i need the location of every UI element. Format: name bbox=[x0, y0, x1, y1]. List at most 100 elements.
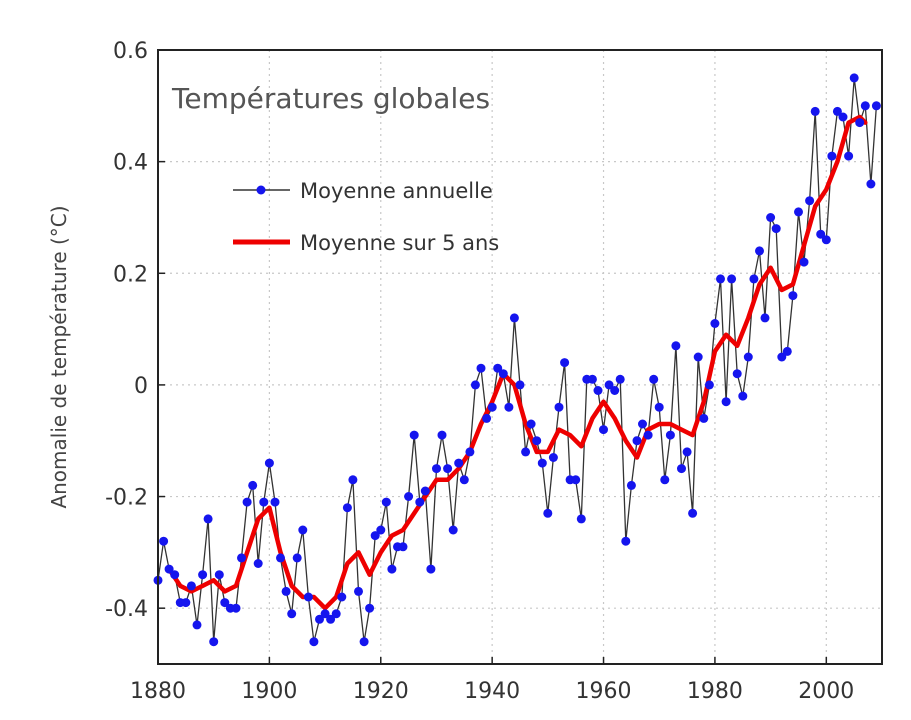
annual-mean-point bbox=[487, 402, 497, 412]
annual-mean-point bbox=[849, 73, 859, 83]
annual-mean-point bbox=[632, 436, 642, 446]
annual-mean-point bbox=[398, 542, 408, 552]
annual-mean-point bbox=[287, 609, 297, 619]
annual-mean-point bbox=[721, 397, 731, 407]
annual-mean-point bbox=[192, 620, 202, 630]
annual-mean-point bbox=[342, 503, 352, 513]
annual-mean-point bbox=[476, 363, 486, 373]
annual-mean-point bbox=[788, 291, 798, 301]
plot-area bbox=[158, 50, 882, 664]
annual-mean-point bbox=[610, 386, 620, 395]
annual-mean-point bbox=[509, 313, 519, 323]
legend-annual-marker bbox=[256, 185, 266, 195]
annual-mean-point bbox=[615, 374, 625, 384]
annual-mean-point bbox=[743, 352, 753, 362]
annual-mean-point bbox=[660, 475, 670, 485]
y-tick-label: -0.4 bbox=[105, 597, 148, 622]
annual-mean-point bbox=[860, 101, 870, 111]
y-axis-label: Anomalie de température (°C) bbox=[47, 205, 71, 508]
annual-mean-point bbox=[214, 570, 224, 580]
annual-mean-point bbox=[198, 570, 208, 580]
annual-mean-point bbox=[370, 531, 380, 541]
annual-mean-point bbox=[532, 436, 542, 446]
annual-mean-point bbox=[270, 497, 280, 507]
annual-mean-point bbox=[749, 274, 759, 284]
annual-mean-point bbox=[220, 598, 230, 608]
five-year-mean-line bbox=[166, 114, 868, 611]
annual-mean-point bbox=[838, 112, 848, 122]
annual-mean-point bbox=[810, 106, 820, 116]
annual-mean-point bbox=[253, 559, 263, 568]
annual-mean-point bbox=[359, 637, 369, 647]
annual-mean-point bbox=[443, 464, 453, 474]
annual-mean-point bbox=[515, 380, 525, 390]
annual-mean-point bbox=[309, 637, 319, 647]
annual-mean-point bbox=[643, 430, 653, 440]
axes: 1880 1900 1920 1940 1960 1980 2000 -0.4 -0.2 0 0.2… bbox=[105, 39, 854, 704]
y-tick-label: 0 bbox=[134, 374, 148, 399]
annual-mean-point bbox=[866, 179, 876, 189]
legend: Moyenne annuelle Moyenne sur 5 ans bbox=[233, 179, 499, 255]
annual-mean-point bbox=[794, 207, 803, 217]
annual-mean-point bbox=[805, 196, 815, 206]
annual-mean-point bbox=[498, 369, 508, 379]
annual-mean-point bbox=[727, 274, 737, 284]
annual-mean-point bbox=[170, 570, 180, 580]
annual-mean-point bbox=[760, 313, 770, 323]
annual-mean-point bbox=[704, 380, 714, 390]
annual-mean-point bbox=[504, 402, 514, 412]
annual-mean-point bbox=[203, 514, 213, 524]
annual-mean-point bbox=[732, 369, 742, 379]
annual-mean-point bbox=[315, 614, 324, 624]
annual-mean-point bbox=[599, 425, 608, 435]
annual-mean-point bbox=[548, 453, 558, 462]
annual-mean-point bbox=[560, 358, 570, 368]
annual-mean-point bbox=[665, 430, 675, 440]
annual-mean-point bbox=[576, 514, 586, 524]
annual-mean-point bbox=[470, 380, 480, 390]
x-tick-label: 2000 bbox=[798, 679, 854, 704]
annual-mean-point bbox=[526, 419, 536, 429]
annual-mean-point bbox=[777, 352, 787, 362]
annual-mean-point bbox=[415, 497, 425, 507]
annual-mean-point bbox=[782, 346, 792, 356]
annual-mean-point bbox=[626, 480, 636, 490]
annual-mean-point bbox=[482, 413, 492, 423]
annual-mean-point bbox=[365, 603, 375, 613]
annual-mean-point bbox=[465, 447, 475, 457]
y-tick-label: -0.2 bbox=[105, 486, 148, 511]
annual-mean-point bbox=[331, 609, 341, 619]
annual-mean-point bbox=[493, 363, 503, 373]
annual-mean-point bbox=[264, 458, 274, 468]
annual-mean-point bbox=[337, 592, 347, 602]
annual-mean-point bbox=[604, 380, 614, 390]
annual-mean-point bbox=[381, 497, 391, 507]
annual-mean-point bbox=[320, 609, 330, 619]
annual-mean-point bbox=[593, 386, 603, 395]
annual-mean-point bbox=[376, 525, 386, 535]
annual-mean-point bbox=[844, 151, 854, 161]
annual-mean-point bbox=[827, 151, 837, 161]
annual-mean-point bbox=[799, 257, 809, 267]
plot-frame bbox=[157, 49, 883, 665]
annual-mean-point bbox=[766, 213, 776, 222]
annual-mean-point bbox=[543, 508, 553, 518]
annual-mean-point bbox=[276, 553, 285, 563]
annual-mean-point bbox=[649, 374, 659, 384]
annual-mean-point bbox=[248, 480, 258, 490]
annual-mean-point bbox=[209, 637, 219, 647]
annual-mean-point bbox=[459, 475, 469, 485]
legend-5yr-label: Moyenne sur 5 ans bbox=[300, 231, 499, 255]
legend-annual-label: Moyenne annuelle bbox=[300, 179, 493, 203]
x-tick-label: 1980 bbox=[687, 679, 743, 704]
annual-mean-point bbox=[693, 352, 703, 362]
annual-mean-point bbox=[186, 581, 196, 591]
annual-mean-point bbox=[688, 508, 698, 518]
annual-mean-point bbox=[454, 458, 464, 468]
y-tick-label: 0.6 bbox=[113, 39, 148, 64]
annual-mean-point bbox=[303, 592, 313, 602]
annual-mean-point bbox=[231, 603, 241, 613]
annual-mean-point bbox=[420, 486, 430, 496]
